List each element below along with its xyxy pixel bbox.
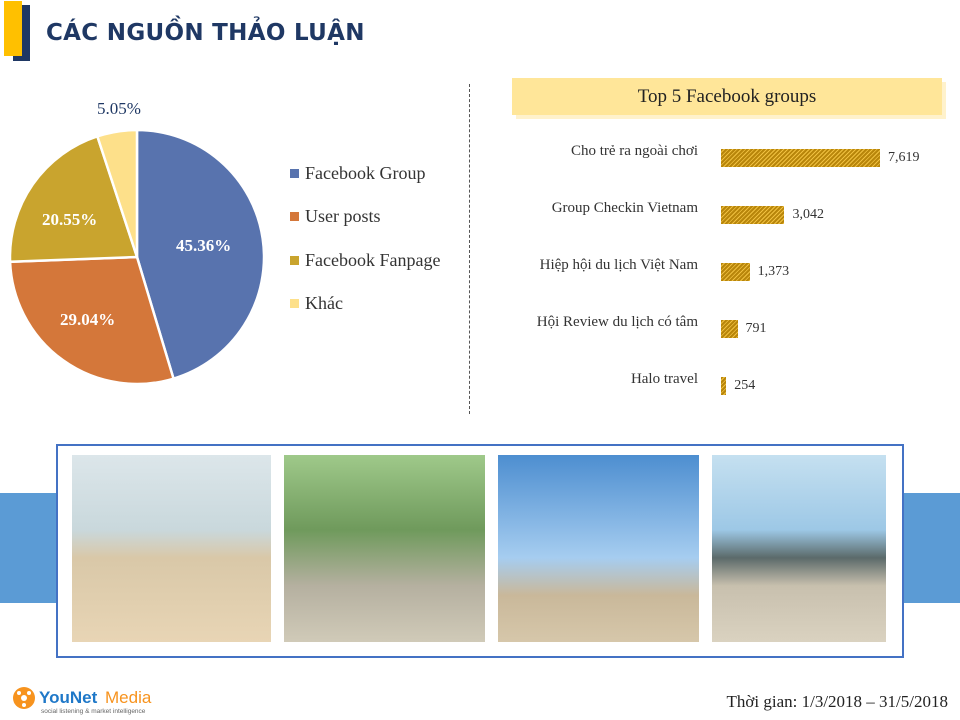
legend-swatch [290,256,299,265]
bar [721,263,750,281]
bar [721,377,727,395]
pie-slice [135,128,266,381]
bar [721,206,785,224]
legend-item: User posts [290,206,381,227]
title-accent-yellow [4,1,22,56]
page-title: CÁC NGUỒN THẢO LUẬN [46,20,365,46]
bar-category-label: Hội Review du lịch có tâm [536,314,698,330]
pie-slice [8,255,176,386]
svg-text:Media: Media [105,688,152,707]
pie-slice [8,134,139,264]
bar-title-background [512,78,942,115]
bar-category-label: Hiệp hội du lịch Việt Nam [539,257,698,273]
legend-item: Facebook Fanpage [290,250,440,271]
svg-text:social listening & market inte: social listening & market intelligence [41,708,146,715]
divider [469,84,470,414]
legend-item: Facebook Group [290,163,425,184]
legend-label: Facebook Group [305,163,426,183]
bar-value-label: 1,373 [757,264,790,279]
bar-value-label: 254 [734,378,756,393]
legend-swatch [290,299,299,308]
bar-category-label: Halo travel [630,371,698,387]
pie-label: 45.36% [176,236,232,255]
bar-value-label: 3,042 [792,207,824,222]
legend-swatch [290,212,299,221]
pie-chart [8,128,266,386]
bar-chart-title: Top 5 Facebook groups [637,86,817,107]
legend-label: Khác [305,293,343,313]
pie-slice [95,128,139,258]
pie-label: 20.55% [42,210,98,229]
photo-family-jumping [498,455,699,642]
photo-bicycles-park [284,455,485,642]
bar [721,149,880,167]
pie-label: 5.05% [97,99,141,118]
younet-media-logo: YouNet Media social listening & market i… [13,687,152,715]
legend-label: Facebook Fanpage [305,250,441,270]
pie-label: 29.04% [60,310,116,329]
legend-swatch [290,169,299,178]
photo-mother-child-beach [712,455,886,642]
bar-category-label: Cho trẻ ra ngoài chơi [570,143,698,159]
date-range: Thời gian: 1/3/2018 – 31/5/2018 [726,692,948,711]
bar-value-label: 791 [745,321,767,336]
legend-label: User posts [305,206,381,226]
legend-item: Khác [290,293,343,314]
photo-family-beach [72,455,271,642]
bar [721,320,738,338]
bar-category-label: Group Checkin Vietnam [551,200,698,216]
svg-text:YouNet: YouNet [39,688,98,707]
bar-value-label: 7,619 [888,150,920,165]
